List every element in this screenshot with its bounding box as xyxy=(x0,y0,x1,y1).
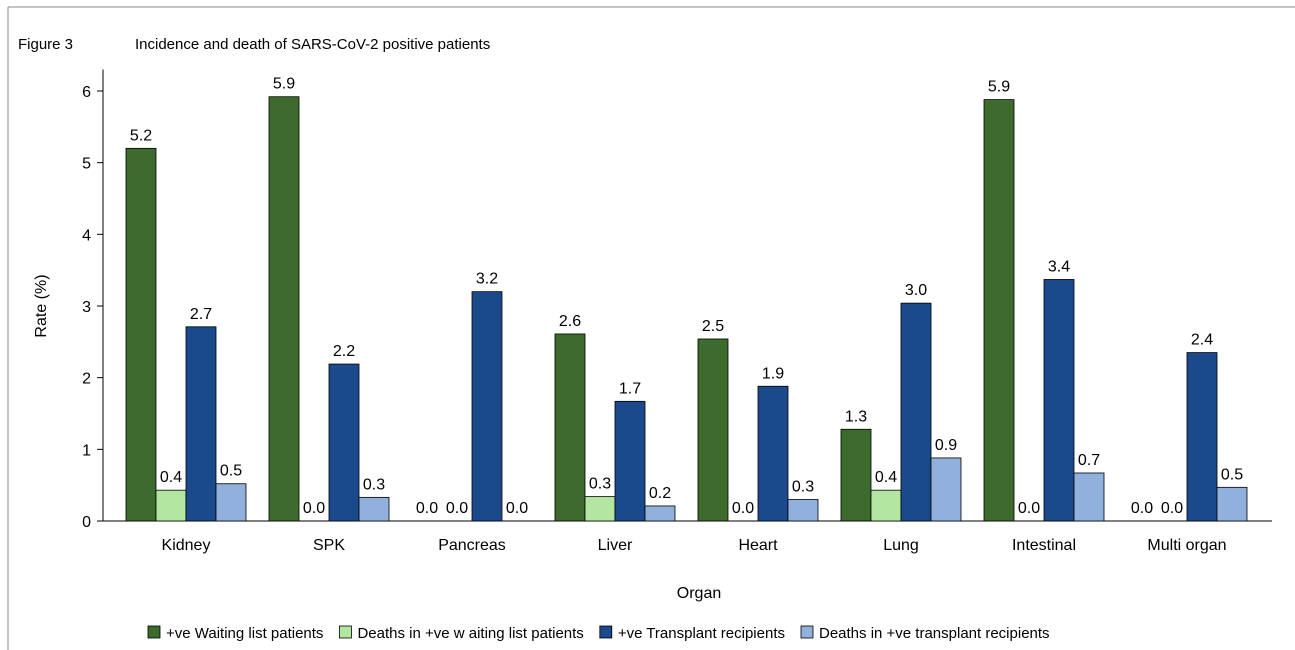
data-label: 5.9 xyxy=(988,79,1010,96)
y-axis-label: Rate (%) xyxy=(33,274,50,337)
bar xyxy=(644,505,676,522)
bar xyxy=(983,99,1015,522)
bar xyxy=(1043,279,1075,522)
data-label: 0.0 xyxy=(416,500,438,517)
bar xyxy=(584,496,616,522)
data-label: 0.0 xyxy=(1018,500,1040,517)
data-label: 3.4 xyxy=(1048,258,1070,275)
bar xyxy=(1073,472,1105,522)
legend-label: Deaths in +ve w aiting list patients xyxy=(357,625,583,642)
data-label: 0.4 xyxy=(875,469,897,486)
data-label: 0.0 xyxy=(446,500,468,517)
bar xyxy=(757,385,789,522)
bar xyxy=(471,291,503,522)
bar xyxy=(185,326,217,522)
data-label: 2.5 xyxy=(702,318,724,335)
bar xyxy=(358,496,390,522)
x-tick-label: SPK xyxy=(313,537,345,554)
data-label: 1.3 xyxy=(845,408,867,425)
legend-swatch xyxy=(800,625,814,639)
bar xyxy=(125,147,157,522)
data-label: 0.2 xyxy=(649,485,671,502)
data-label: 1.7 xyxy=(619,380,641,397)
bar xyxy=(554,333,586,522)
data-label: 5.2 xyxy=(130,127,152,144)
data-label: 0.3 xyxy=(589,476,611,493)
figure-label: Figure 3 xyxy=(18,36,73,53)
data-label: 0.3 xyxy=(363,476,385,493)
x-tick-label: Kidney xyxy=(162,537,211,554)
data-label: 0.4 xyxy=(160,469,182,486)
y-tick-label: 2 xyxy=(82,371,91,388)
data-label: 5.9 xyxy=(273,76,295,93)
data-label: 2.7 xyxy=(190,306,212,323)
bar xyxy=(1216,486,1248,522)
data-label: 3.0 xyxy=(905,282,927,299)
bar xyxy=(268,96,300,522)
x-tick-label: Pancreas xyxy=(438,537,506,554)
legend-swatch xyxy=(339,625,352,639)
bar xyxy=(155,489,187,522)
legend-label: +ve Waiting list patients xyxy=(166,625,323,642)
x-tick-label: Heart xyxy=(738,537,778,554)
bar xyxy=(900,302,932,522)
data-label: 0.5 xyxy=(1221,466,1243,483)
data-label: 0.0 xyxy=(506,500,528,517)
data-label: 0.0 xyxy=(1131,500,1153,517)
bar xyxy=(1186,352,1218,522)
data-label: 1.9 xyxy=(762,365,784,382)
data-label: 0.7 xyxy=(1078,452,1100,469)
y-tick-label: 4 xyxy=(82,227,91,244)
x-axis-label: Organ xyxy=(677,585,721,602)
x-tick-label: Multi organ xyxy=(1147,537,1226,554)
data-label: 0.3 xyxy=(792,479,814,496)
bar xyxy=(840,428,872,522)
data-label: 0.0 xyxy=(1161,500,1183,517)
legend-label: +ve Transplant recipients xyxy=(618,625,785,642)
legend-swatch xyxy=(147,625,161,639)
chart-title: Incidence and death of SARS-CoV-2 positi… xyxy=(135,36,490,53)
data-label: 2.6 xyxy=(559,313,581,330)
data-label: 0.0 xyxy=(732,500,754,517)
y-tick-label: 3 xyxy=(82,299,91,316)
bar xyxy=(930,457,962,522)
data-label: 0.5 xyxy=(220,463,242,480)
x-tick-label: Liver xyxy=(598,537,633,554)
data-label: 2.4 xyxy=(1191,332,1213,349)
data-label: 0.0 xyxy=(303,500,325,517)
y-tick-label: 0 xyxy=(82,514,91,531)
x-tick-label: Intestinal xyxy=(1012,537,1076,554)
bar xyxy=(697,338,729,522)
legend-label: Deaths in +ve transplant recipients xyxy=(819,625,1050,642)
y-tick-label: 6 xyxy=(82,84,91,101)
data-label: 2.2 xyxy=(333,343,355,360)
y-tick-label: 5 xyxy=(82,156,91,173)
y-tick-label: 1 xyxy=(82,442,91,459)
bar xyxy=(328,363,360,522)
legend-swatch xyxy=(599,625,613,639)
bar xyxy=(614,400,646,522)
data-label: 3.2 xyxy=(476,271,498,288)
bar xyxy=(787,499,819,522)
bar xyxy=(870,489,902,522)
x-tick-label: Lung xyxy=(883,537,919,554)
data-label: 0.9 xyxy=(935,437,957,454)
bar xyxy=(215,483,247,522)
